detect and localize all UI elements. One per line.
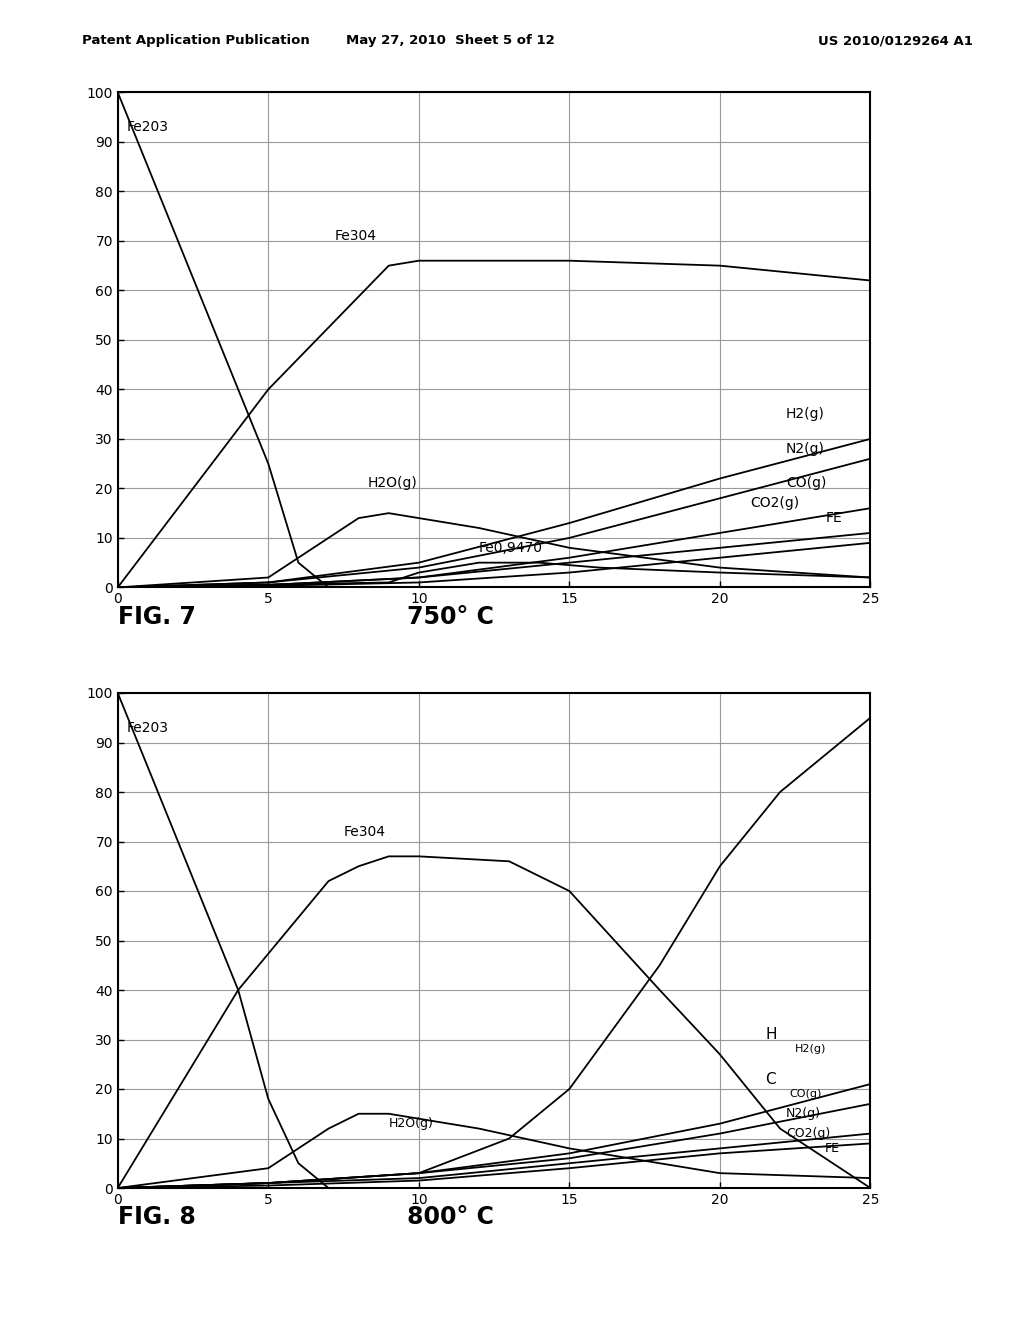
- Text: Fe304: Fe304: [335, 228, 377, 243]
- Text: Fe203: Fe203: [127, 120, 169, 135]
- Text: May 27, 2010  Sheet 5 of 12: May 27, 2010 Sheet 5 of 12: [346, 34, 555, 48]
- Text: FIG. 7: FIG. 7: [118, 605, 196, 628]
- Text: Fe0,9470: Fe0,9470: [479, 541, 543, 554]
- Text: 750° C: 750° C: [408, 605, 494, 628]
- Text: Fe304: Fe304: [344, 825, 386, 838]
- Text: H: H: [765, 1027, 776, 1041]
- Text: CO(g): CO(g): [786, 477, 826, 491]
- Text: FE: FE: [825, 1142, 841, 1155]
- Text: Fe203: Fe203: [127, 721, 169, 735]
- Text: US 2010/0129264 A1: US 2010/0129264 A1: [818, 34, 973, 48]
- Text: 800° C: 800° C: [408, 1205, 494, 1229]
- Text: N2(g): N2(g): [786, 1107, 821, 1121]
- Text: CO2(g): CO2(g): [750, 496, 799, 511]
- Text: CO(g): CO(g): [790, 1089, 821, 1100]
- Text: H2O(g): H2O(g): [389, 1117, 433, 1130]
- Text: C: C: [765, 1072, 775, 1086]
- Text: Patent Application Publication: Patent Application Publication: [82, 34, 309, 48]
- Text: H2(g): H2(g): [795, 1044, 826, 1055]
- Text: CO2(g): CO2(g): [786, 1127, 830, 1140]
- Text: N2(g): N2(g): [786, 442, 825, 455]
- Text: H2(g): H2(g): [786, 407, 825, 421]
- Text: FIG. 8: FIG. 8: [118, 1205, 196, 1229]
- Text: H2O(g): H2O(g): [368, 477, 418, 491]
- Text: FE: FE: [825, 511, 842, 525]
